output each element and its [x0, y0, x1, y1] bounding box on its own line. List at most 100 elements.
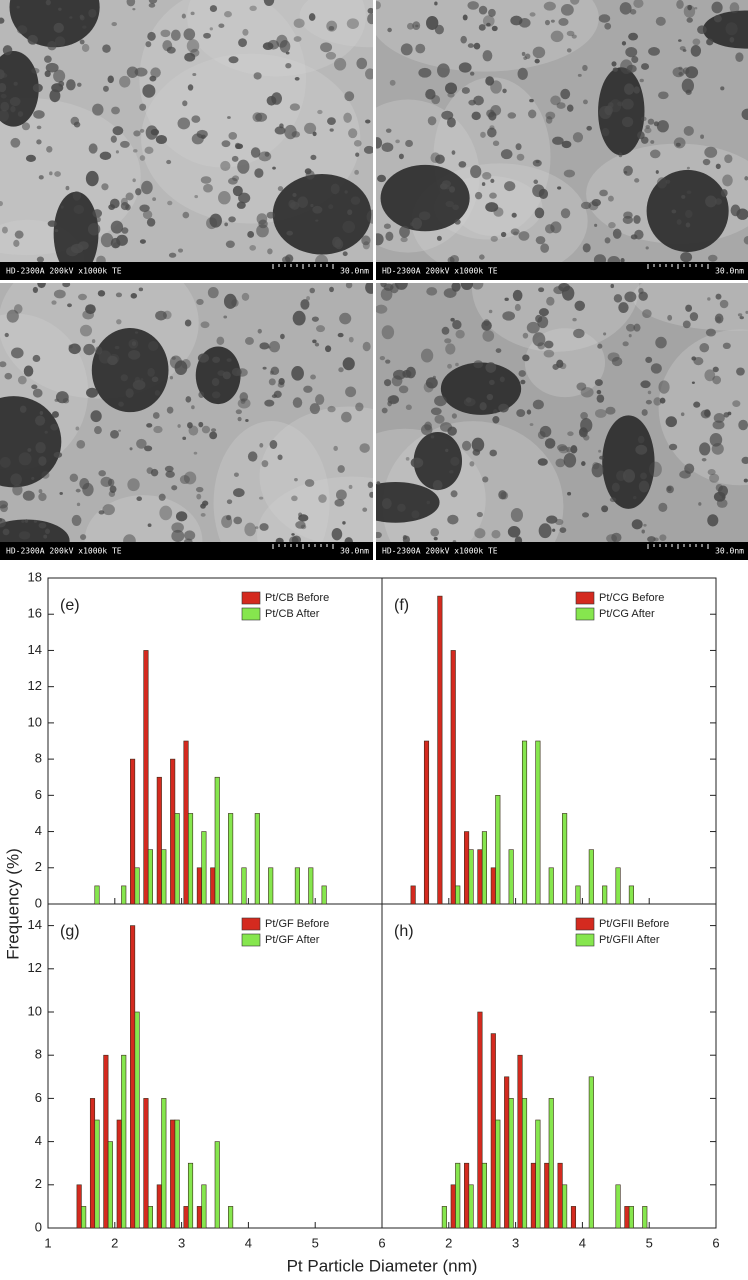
nanoparticle [454, 219, 461, 225]
nanoparticle [50, 423, 59, 431]
bar [187, 813, 194, 905]
bar [464, 831, 470, 905]
nanoparticle [571, 34, 577, 39]
nanoparticle [648, 47, 660, 56]
nanoparticle [190, 48, 200, 57]
nanoparticle [233, 488, 245, 498]
nanoparticle [102, 44, 111, 53]
nanoparticle [216, 336, 225, 346]
nanoparticle [353, 139, 362, 147]
nanoparticle [559, 527, 567, 534]
nanoparticle [38, 175, 44, 180]
nanoparticle [310, 154, 317, 161]
nanoparticle [126, 0, 136, 7]
y-tick-label: 2 [35, 1176, 42, 1191]
nanoparticle [132, 7, 136, 11]
bar [464, 1162, 470, 1229]
bar [103, 1054, 109, 1229]
bar [521, 1098, 528, 1229]
nanoparticle [119, 75, 131, 88]
nanoparticle [389, 395, 399, 404]
nanoparticle [21, 520, 25, 523]
nanoparticle [699, 442, 711, 456]
nanoparticle [187, 84, 194, 91]
nanoparticle [181, 359, 191, 370]
nanoparticle [376, 233, 384, 246]
nanoparticle [309, 287, 316, 294]
nanoparticle [381, 142, 394, 152]
nanoparticle [528, 109, 537, 119]
nanoparticle [479, 402, 487, 411]
nanoparticle [102, 504, 115, 516]
nanoparticle [269, 370, 274, 375]
nanoparticle [147, 523, 152, 528]
x-tick-label: 1 [44, 1235, 51, 1250]
nanoparticle [658, 91, 669, 100]
nanoparticle [397, 503, 406, 512]
bar [196, 867, 202, 905]
bar [170, 758, 176, 905]
nanoparticle [690, 44, 702, 57]
nanoparticle [194, 195, 199, 199]
nanoparticle [184, 530, 196, 541]
nanoparticle [235, 143, 244, 150]
nanoparticle [633, 323, 641, 332]
nanoparticle [86, 387, 99, 398]
nanoparticle [658, 380, 670, 394]
nanoparticle [140, 378, 144, 381]
nanoparticle [54, 398, 59, 402]
nanoparticle [152, 412, 160, 419]
nanoparticle [563, 169, 576, 178]
nanoparticle [355, 402, 364, 412]
nanoparticle [653, 121, 659, 127]
nanoparticle [153, 425, 163, 434]
nanoparticle [237, 159, 250, 174]
nanoparticle [92, 209, 103, 218]
support-particle [602, 415, 655, 509]
nanoparticle [24, 519, 29, 523]
nanoparticle [596, 394, 605, 403]
nanoparticle [635, 444, 648, 455]
nanoparticle [612, 67, 618, 72]
nanoparticle [557, 444, 568, 452]
nanoparticle [44, 70, 51, 78]
nanoparticle [641, 63, 650, 70]
nanoparticle [387, 395, 400, 405]
nanoparticle [111, 106, 120, 115]
nanoparticle [310, 374, 316, 380]
nanoparticle [515, 143, 522, 151]
nanoparticle [16, 5, 20, 9]
nanoparticle [83, 343, 95, 356]
nanoparticle [529, 12, 536, 17]
nanoparticle [142, 210, 153, 220]
nanoparticle [298, 514, 309, 522]
nanoparticle [132, 149, 138, 153]
support-particle [0, 519, 70, 542]
nanoparticle [79, 39, 85, 45]
nanoparticle [332, 236, 342, 248]
nanoparticle [533, 179, 539, 185]
bar [187, 1162, 194, 1229]
bar [544, 1162, 550, 1229]
nanoparticle [289, 201, 300, 210]
nanoparticle [580, 387, 594, 398]
nanoparticle [200, 176, 212, 184]
nanoparticle [647, 536, 656, 542]
nanoparticle [447, 363, 452, 369]
nanoparticle [692, 38, 701, 46]
nanoparticle [184, 319, 192, 327]
nanoparticle [712, 366, 719, 373]
nanoparticle [707, 469, 716, 476]
nanoparticle [36, 125, 42, 130]
nanoparticle [67, 303, 72, 308]
nanoparticle [420, 348, 434, 363]
nanoparticle [362, 507, 368, 512]
nanoparticle [745, 310, 748, 314]
nanoparticle [544, 340, 554, 349]
nanoparticle [381, 498, 392, 510]
nanoparticle [425, 377, 438, 389]
micrograph-background [0, 283, 373, 542]
support-particle [646, 169, 729, 252]
nanoparticle [46, 145, 53, 153]
nanoparticle [88, 143, 98, 154]
